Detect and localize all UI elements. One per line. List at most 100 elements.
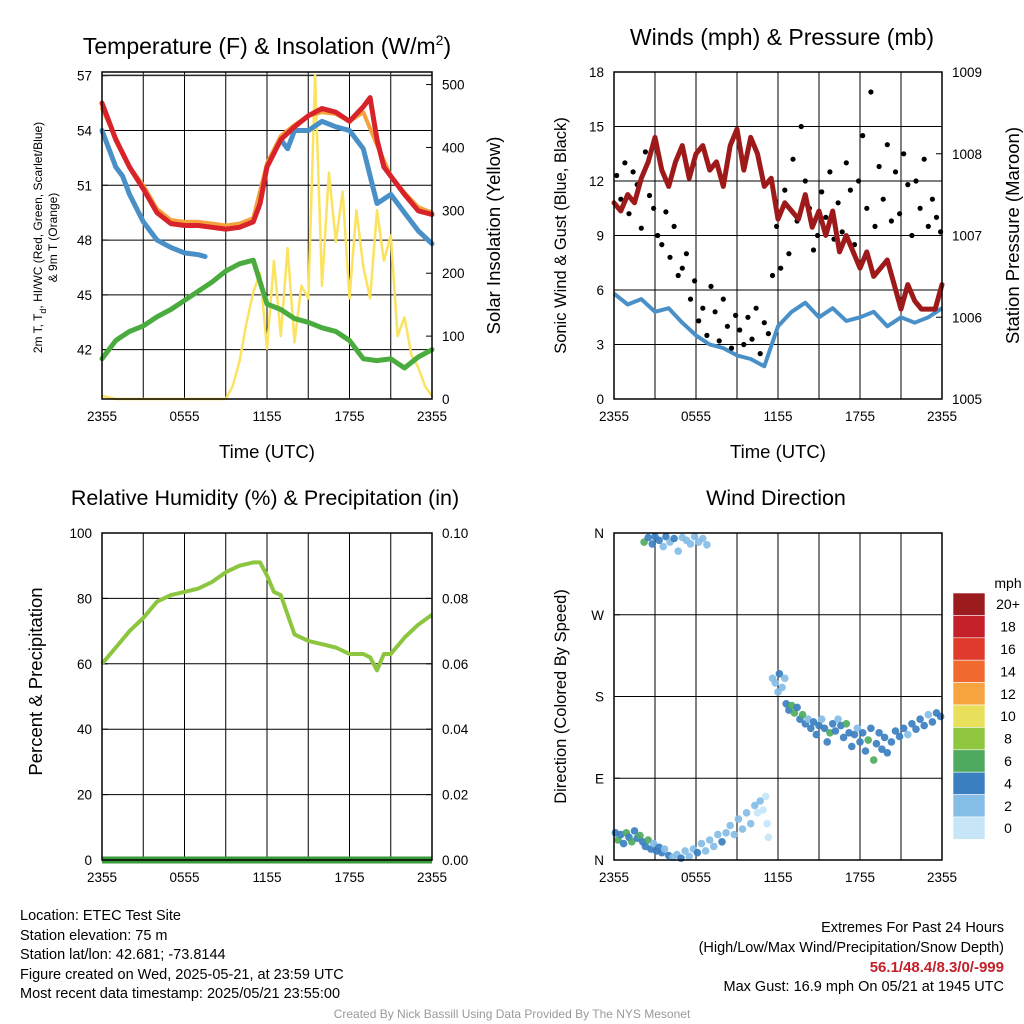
- direction-point: [703, 541, 711, 549]
- x-tick-label: 2355: [927, 409, 957, 424]
- credit-line: Created By Nick Bassill Using Data Provi…: [333, 1007, 691, 1021]
- direction-point: [920, 721, 928, 730]
- direction-point: [817, 715, 826, 723]
- y2-tick-label: 400: [442, 140, 465, 155]
- y-tick-label: 0: [84, 853, 92, 868]
- direction-point: [660, 845, 669, 853]
- direction-point: [798, 710, 807, 719]
- gust-point: [774, 223, 780, 229]
- x-tick-label: 2355: [87, 409, 117, 424]
- y2-tick-label: 200: [442, 266, 465, 281]
- direction-point: [722, 829, 730, 837]
- legend-swatch: [952, 749, 986, 773]
- direction-point: [850, 730, 859, 739]
- gust-point: [614, 172, 620, 179]
- direction-point: [756, 797, 764, 805]
- y-tick-label: 57: [77, 69, 92, 84]
- gust-point: [868, 89, 874, 95]
- plot-frame: [613, 532, 943, 861]
- legend-label: 16: [1000, 641, 1016, 657]
- x-tick-label: 1155: [252, 409, 281, 424]
- y-tick-label: 42: [77, 343, 92, 358]
- direction-point: [867, 724, 875, 733]
- gust-point: [646, 192, 653, 199]
- y-axis-label-line2: & 9m T (Orange): [46, 193, 60, 283]
- direction-point: [759, 806, 767, 814]
- direction-point: [936, 712, 945, 721]
- gust-point: [864, 205, 870, 211]
- direction-point: [649, 839, 658, 848]
- direction-point: [880, 733, 889, 742]
- y2-tick-label: 500: [442, 78, 465, 93]
- gust-point: [671, 223, 677, 229]
- gust-point: [769, 272, 776, 279]
- direction-point: [726, 821, 734, 830]
- x-tick-label: 2355: [417, 409, 447, 424]
- direction-point: [685, 852, 693, 861]
- y-tick-label: S: [595, 690, 604, 705]
- y-tick-label: 3: [596, 338, 604, 353]
- direction-point: [730, 830, 739, 839]
- plot-frame: [101, 532, 433, 861]
- gust-point: [683, 251, 690, 257]
- recent-data-timestamp: Most recent data timestamp: 2025/05/21 2…: [20, 986, 341, 1002]
- direction-point: [775, 670, 784, 678]
- direction-point: [630, 827, 639, 835]
- direction-point: [644, 836, 652, 844]
- y-tick-label: 9: [596, 229, 604, 244]
- direction-point: [644, 533, 652, 542]
- y2-axis-label: Solar Insolation (Yellow): [483, 137, 504, 335]
- gust-point: [675, 272, 681, 279]
- extremes-values: 56.1/48.4/8.3/0/-999: [869, 959, 1004, 976]
- gust-point: [921, 156, 927, 162]
- y-tick-label: 18: [589, 65, 604, 80]
- y2-tick-label: 100: [442, 329, 465, 344]
- direction-point: [899, 724, 908, 733]
- gust-point: [757, 351, 763, 357]
- x-tick-label: 1755: [845, 409, 875, 424]
- direction-point: [853, 724, 862, 733]
- gust-point: [913, 178, 919, 184]
- gust-point: [917, 205, 923, 211]
- direction-point: [928, 718, 937, 726]
- series-rh: [100, 560, 434, 673]
- wind-direction-chart: 2355 0555 1155 1755 2355 N E S W N Wind Direction D…: [552, 486, 1022, 885]
- y-tick-label: 51: [77, 178, 92, 193]
- y2-tick-label: 1006: [952, 310, 982, 325]
- gust-point: [716, 338, 722, 344]
- y2-tick-label: 0.02: [442, 788, 468, 803]
- direction-point: [887, 738, 896, 746]
- gust-point: [909, 232, 915, 239]
- gust-point: [687, 296, 694, 302]
- x-tick-label: 2355: [417, 870, 447, 885]
- series-wind_chill: [99, 118, 435, 259]
- gust-point: [823, 214, 829, 220]
- y-tick-label: E: [595, 771, 604, 786]
- direction-point: [705, 836, 714, 844]
- y2-tick-label: 1008: [952, 147, 982, 162]
- gust-point: [827, 169, 833, 175]
- y2-tick-label: 1007: [952, 229, 982, 244]
- station-location: Location: ETEC Test Site: [20, 908, 181, 924]
- y2-tick-label: 0.04: [442, 722, 469, 737]
- gust-point: [761, 320, 767, 326]
- legend-swatch: [952, 682, 986, 706]
- x-tick-label: 1155: [252, 870, 281, 885]
- gust-point: [782, 187, 788, 193]
- y2-tick-label: 0.10: [442, 526, 468, 541]
- y-tick-label: 80: [77, 591, 92, 606]
- direction-point: [674, 547, 682, 555]
- gust-point: [720, 296, 726, 302]
- winds-chart: 2355 0555 1155 1755 2355 0 3 6 9 12 15 18 1005 1006 10…: [552, 24, 1023, 462]
- y-axis-label: 2m T, Td, HI/WC (Red, Green, Scarlet/Blu…: [31, 122, 48, 353]
- direction-point: [677, 854, 685, 862]
- chart-title: Relative Humidity (%) & Precipitation (i…: [71, 486, 459, 510]
- speed-legend: mph 20+ 18 16 14 12 10 8 6 4 2 0: [952, 575, 1022, 840]
- legend-label: 18: [1000, 619, 1016, 635]
- gust-point: [667, 254, 673, 260]
- direction-point: [697, 839, 706, 848]
- legend-label: 14: [1000, 663, 1016, 679]
- direction-point: [699, 534, 707, 543]
- gust-point: [708, 283, 714, 289]
